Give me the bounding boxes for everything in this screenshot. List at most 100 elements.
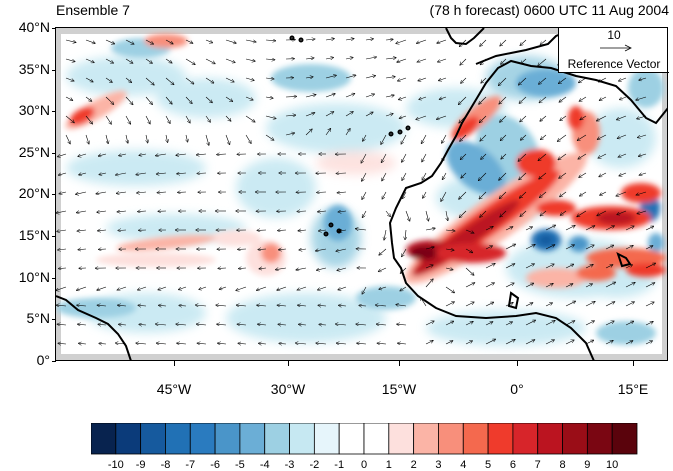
wind-vector-arrow [85,39,95,43]
wind-vector-arrow [521,134,527,140]
wind-vector-arrow [345,39,354,40]
wind-vector-arrow [545,284,553,288]
wind-vector-arrow [617,115,627,120]
wind-vector-arrow [425,265,433,269]
wind-vector-arrow [400,286,407,291]
colorbar-tick-label: -4 [259,459,270,471]
wind-vector-arrow [397,324,407,325]
wind-vector-arrow [540,210,547,216]
wind-vector-arrow [79,173,87,175]
wind-vector-arrow [521,58,527,64]
wind-vector-arrow [185,39,193,43]
wind-vector-arrow [56,305,67,306]
wind-vector-arrow [337,192,347,193]
wind-vector-arrow [399,116,407,118]
wind-vector-arrow [205,77,214,83]
wind-vector-arrow [505,244,515,250]
wind-vector-arrow [438,58,447,62]
colorbar [91,423,638,455]
wind-vector-arrow [316,249,327,251]
colorbar-tick-label: -6 [210,459,220,471]
wind-vector-arrow [638,134,647,138]
wind-vector-arrow [400,267,407,273]
latitude-tick [52,28,56,29]
wind-vector-arrow [316,343,327,344]
wind-vector-arrow [117,211,127,212]
wind-vector-arrow [245,40,256,42]
wind-vector-arrow [405,210,410,221]
wind-vector-arrow [165,115,170,123]
wind-vector-arrow [500,210,507,217]
wind-vector-arrow [85,115,92,124]
colorbar-swatch [363,423,390,455]
wind-vector-arrow [258,249,267,250]
wind-vector-arrow [265,78,274,79]
wind-vector-arrow [285,133,295,135]
wind-vector-arrow [505,283,514,288]
longitude-tick-label: 30°W [270,381,306,397]
latitude-tick [52,69,56,71]
wind-vector-arrow [525,340,535,345]
wind-vector-arrow [505,227,513,231]
wind-vector-arrow [96,192,107,194]
wind-vector-arrow [345,112,353,117]
wind-vector-arrow [259,343,267,344]
wind-vector-arrow [625,265,632,269]
wind-vector-arrow [445,268,453,270]
wind-vector-arrow [545,340,554,345]
wind-vector-arrow [157,192,167,193]
wind-vector-arrow [465,229,474,233]
wind-vector-arrow [345,58,353,60]
wind-vector-arrow [145,96,152,104]
wind-vector-arrow [446,210,448,221]
wind-vector-arrow [525,320,535,326]
wind-vector-arrow [396,305,407,306]
colorbar-swatch [462,423,489,455]
wind-vector-arrow [540,39,547,45]
wind-vector-arrow [118,305,127,306]
wind-vector-arrow [501,58,507,64]
wind-vector-arrow [597,210,607,216]
wind-vector-arrow [217,154,227,155]
wind-vector-arrow [85,58,94,63]
colorbar-tick-label: -3 [284,459,295,471]
wind-vector-arrow [77,230,87,231]
wind-vector-arrow [585,245,594,250]
plot-title-right: (78 h forecast) 0600 UTC 11 Aug 2004 [429,2,669,18]
colorbar-swatch [438,423,464,455]
colorbar-swatch [537,423,563,455]
wind-vector-arrow [598,153,607,158]
wind-vector-arrow [136,173,147,175]
wind-vector-arrow [179,286,187,290]
wind-vector-arrow [297,286,307,290]
wind-vector-arrow [465,283,475,288]
wind-vector-arrow [625,226,634,231]
wind-vector-arrow [459,210,467,218]
wind-vector-arrow [558,153,567,160]
wind-vector-arrow [205,39,213,43]
wind-vector-arrow [625,246,633,250]
wind-vector-arrow [501,153,507,159]
wind-vector-arrow [56,210,67,213]
wind-vector-arrow [485,339,495,345]
wind-vector-arrow [58,153,67,157]
wind-vector-arrow [245,96,253,100]
wind-vector-arrow [99,343,107,344]
wind-vector-arrow [225,39,236,43]
wind-vector-arrow [116,343,127,344]
wind-vector-arrow [237,324,247,325]
wind-vector-arrow [599,172,607,177]
wind-vector-arrow [397,58,407,62]
wind-vector-arrow [636,191,647,195]
wind-vector-arrow [106,134,108,144]
wind-vector-arrow [165,77,174,85]
wind-vector-arrow [58,343,67,344]
wind-vector-arrow [518,153,527,161]
wind-vector-arrow [78,153,87,156]
wind-vector-arrow [499,77,507,85]
wind-vector-arrow [499,191,507,198]
wind-vector-arrow [639,78,647,80]
wind-vector-arrow [139,154,147,155]
wind-vector-arrow [460,153,467,160]
wind-vector-arrow [559,172,567,178]
